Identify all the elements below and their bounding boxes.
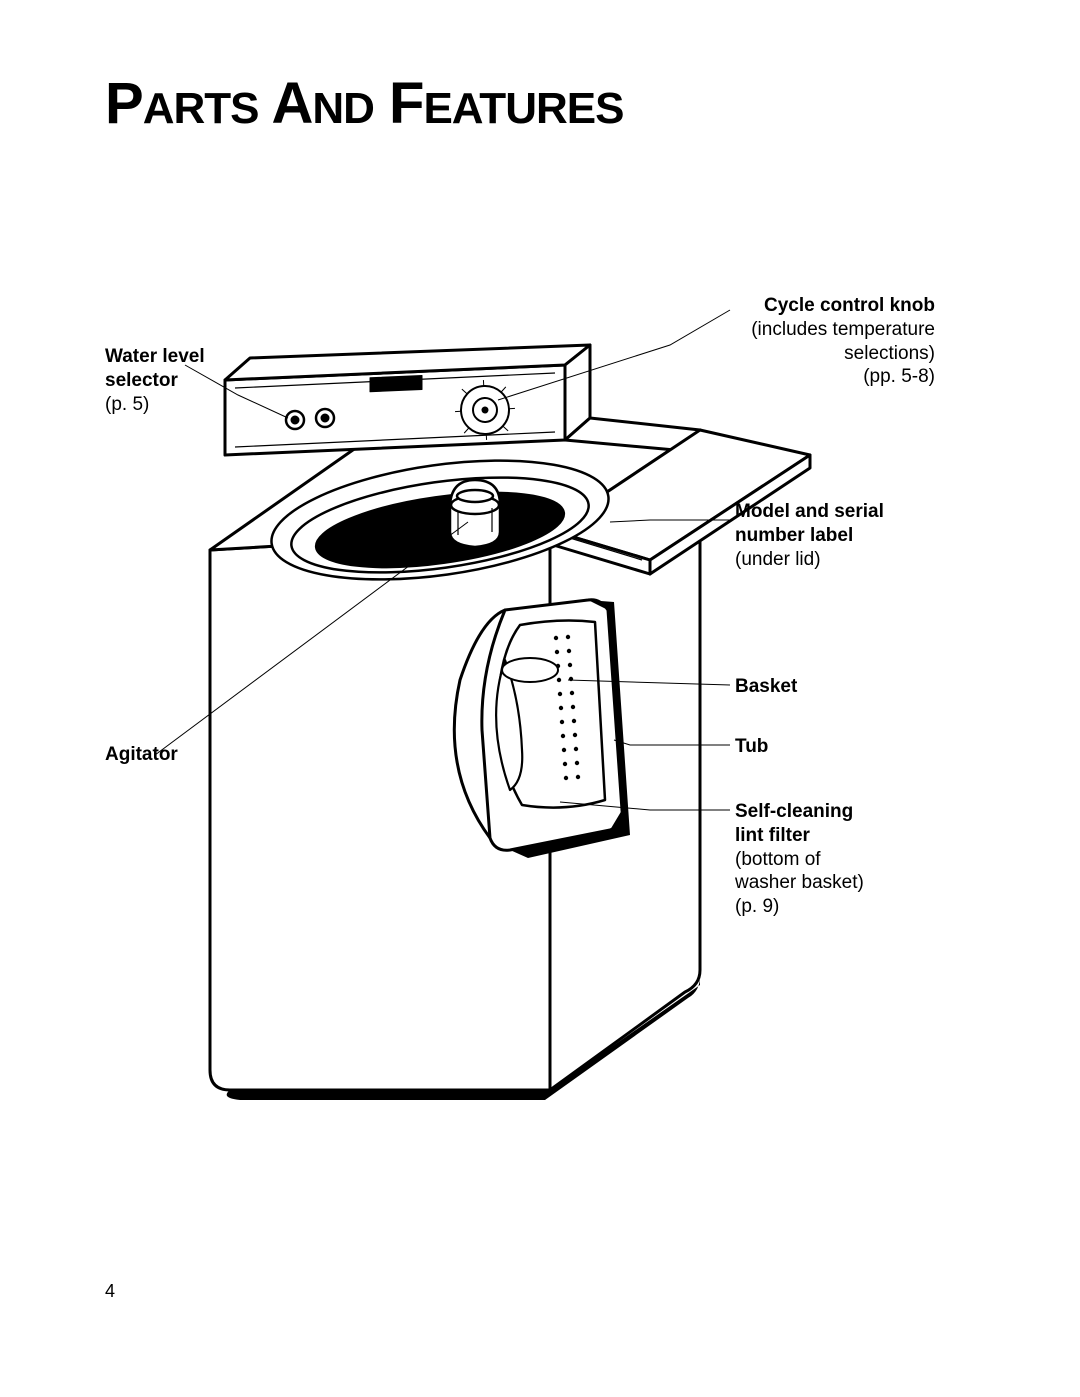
label-cycle-knob: Cycle control knob (includes temperature… (735, 294, 935, 389)
label-model-serial: Model and serial number label (under lid… (735, 500, 884, 571)
label-tub: Tub (735, 735, 768, 759)
label-water-level: Water level selector (p. 5) (105, 345, 205, 416)
page-title: PARTS AND FEATURES (105, 70, 623, 137)
agitator-cap (450, 480, 500, 547)
control-console (225, 345, 700, 455)
label-lint-filter: Self-cleaning lint filter (bottom of was… (735, 800, 864, 919)
label-basket: Basket (735, 675, 797, 699)
label-agitator: Agitator (105, 743, 178, 767)
page-number: 4 (105, 1281, 115, 1302)
